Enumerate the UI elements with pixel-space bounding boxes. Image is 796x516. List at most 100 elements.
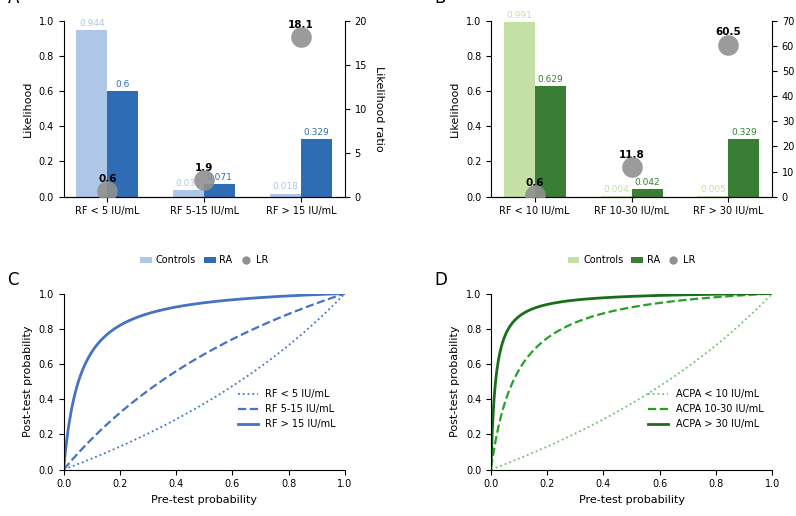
Point — [198, 176, 211, 184]
ACPA > 30 IU/mL — [767, 291, 777, 297]
ACPA 10-30 IU/mL — [486, 464, 496, 471]
RF 5-15 IU/mL — [271, 316, 280, 322]
RF > 15 IU/mL — [224, 297, 234, 303]
Text: 0.037: 0.037 — [176, 179, 201, 188]
Text: 0.329: 0.329 — [303, 127, 330, 137]
Legend: RF < 5 IU/mL, RF 5-15 IU/mL, RF > 15 IU/mL: RF < 5 IU/mL, RF 5-15 IU/mL, RF > 15 IU/… — [234, 385, 340, 433]
Text: 0.004: 0.004 — [603, 185, 629, 194]
Text: 0.991: 0.991 — [506, 11, 533, 20]
Text: 0.6: 0.6 — [98, 174, 117, 184]
RF > 15 IU/mL — [271, 294, 280, 300]
RF < 5 IU/mL — [59, 466, 68, 473]
Text: 11.8: 11.8 — [618, 150, 645, 160]
ACPA 10-30 IU/mL — [537, 340, 546, 346]
ACPA 10-30 IU/mL — [559, 325, 568, 331]
Text: 0.042: 0.042 — [634, 178, 660, 187]
RF < 5 IU/mL — [271, 353, 280, 359]
Bar — [728, 139, 759, 197]
Text: 18.1: 18.1 — [288, 20, 314, 30]
Line: ACPA > 30 IU/mL: ACPA > 30 IU/mL — [491, 294, 772, 460]
Text: 0.018: 0.018 — [272, 182, 298, 191]
Bar — [107, 91, 139, 197]
Text: C: C — [7, 271, 19, 289]
Text: 0.071: 0.071 — [207, 173, 232, 182]
ACPA < 10 IU/mL — [652, 385, 661, 391]
X-axis label: Pre-test probability: Pre-test probability — [151, 495, 257, 505]
ACPA > 30 IU/mL — [537, 303, 546, 309]
RF > 15 IU/mL — [340, 291, 349, 297]
Point — [722, 40, 735, 49]
ACPA > 30 IU/mL — [652, 293, 661, 299]
Y-axis label: Likelihood: Likelihood — [23, 80, 33, 137]
Bar — [301, 139, 332, 197]
Text: 0.944: 0.944 — [79, 20, 105, 28]
Line: RF 5-15 IU/mL: RF 5-15 IU/mL — [64, 294, 345, 469]
Bar — [205, 184, 236, 197]
RF < 5 IU/mL — [224, 385, 234, 391]
Text: 0.005: 0.005 — [700, 185, 726, 194]
Bar — [631, 189, 662, 197]
RF 5-15 IU/mL — [224, 337, 234, 344]
Text: A: A — [7, 0, 19, 7]
Y-axis label: Likelihood: Likelihood — [451, 80, 460, 137]
Text: 0.6: 0.6 — [115, 80, 130, 89]
Line: ACPA < 10 IU/mL: ACPA < 10 IU/mL — [491, 294, 772, 470]
Bar — [600, 196, 631, 197]
Text: D: D — [435, 271, 447, 289]
ACPA < 10 IU/mL — [559, 436, 568, 442]
Text: 0.6: 0.6 — [525, 178, 544, 188]
Legend: Controls, RA, LR: Controls, RA, LR — [136, 251, 272, 269]
RF > 15 IU/mL — [186, 301, 196, 308]
Text: B: B — [435, 0, 446, 7]
Text: 60.5: 60.5 — [716, 27, 741, 38]
Bar — [174, 190, 205, 197]
RF 5-15 IU/mL — [131, 396, 141, 402]
ACPA < 10 IU/mL — [767, 291, 777, 297]
ACPA < 10 IU/mL — [698, 353, 708, 359]
RF < 5 IU/mL — [109, 446, 119, 453]
ACPA 10-30 IU/mL — [652, 300, 661, 307]
ACPA 10-30 IU/mL — [698, 295, 708, 301]
Text: 1.9: 1.9 — [195, 163, 213, 173]
ACPA 10-30 IU/mL — [674, 298, 684, 304]
Point — [295, 33, 307, 41]
Y-axis label: Likelihood ratio: Likelihood ratio — [373, 66, 384, 152]
RF > 15 IU/mL — [131, 315, 141, 321]
RF < 5 IU/mL — [247, 370, 256, 377]
Y-axis label: Post-test probability: Post-test probability — [23, 326, 33, 437]
X-axis label: Pre-test probability: Pre-test probability — [579, 495, 685, 505]
Bar — [270, 194, 301, 197]
RF 5-15 IU/mL — [109, 415, 119, 422]
Y-axis label: Post-test probability: Post-test probability — [451, 326, 460, 437]
ACPA > 30 IU/mL — [486, 457, 496, 463]
ACPA > 30 IU/mL — [614, 294, 623, 300]
RF > 15 IU/mL — [247, 295, 256, 301]
ACPA < 10 IU/mL — [674, 370, 684, 377]
ACPA < 10 IU/mL — [614, 408, 623, 414]
ACPA 10-30 IU/mL — [614, 307, 623, 313]
ACPA < 10 IU/mL — [537, 446, 546, 453]
ACPA > 30 IU/mL — [674, 292, 684, 298]
RF > 15 IU/mL — [59, 463, 68, 470]
Line: RF > 15 IU/mL: RF > 15 IU/mL — [64, 294, 345, 466]
RF 5-15 IU/mL — [186, 359, 196, 365]
ACPA > 30 IU/mL — [698, 292, 708, 298]
Legend: ACPA < 10 IU/mL, ACPA 10-30 IU/mL, ACPA > 30 IU/mL: ACPA < 10 IU/mL, ACPA 10-30 IU/mL, ACPA … — [645, 385, 767, 433]
ACPA < 10 IU/mL — [486, 466, 496, 473]
Bar — [697, 196, 728, 197]
RF < 5 IU/mL — [131, 436, 141, 442]
Point — [101, 187, 114, 196]
RF 5-15 IU/mL — [247, 327, 256, 333]
Text: 0.629: 0.629 — [537, 75, 563, 84]
RF < 5 IU/mL — [186, 408, 196, 414]
Line: ACPA 10-30 IU/mL: ACPA 10-30 IU/mL — [491, 294, 772, 467]
RF > 15 IU/mL — [109, 326, 119, 332]
Bar — [504, 22, 535, 197]
Point — [625, 163, 638, 171]
Text: 0.329: 0.329 — [731, 127, 757, 137]
Legend: Controls, RA, LR: Controls, RA, LR — [564, 251, 700, 269]
ACPA > 30 IU/mL — [559, 298, 568, 304]
Line: RF < 5 IU/mL: RF < 5 IU/mL — [64, 294, 345, 470]
Bar — [535, 86, 566, 197]
ACPA 10-30 IU/mL — [767, 291, 777, 297]
